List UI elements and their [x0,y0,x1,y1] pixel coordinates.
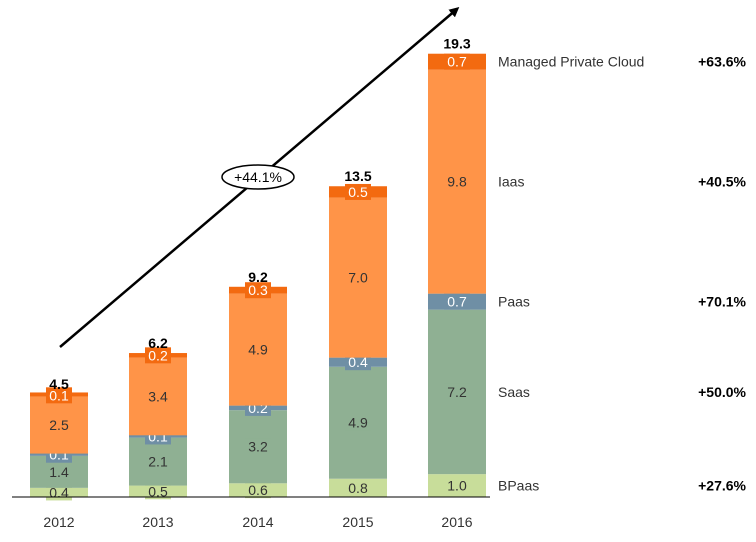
data-label-iaas-2016: 9.8 [447,174,467,190]
data-label-box-managed-private-cloud-2015 [345,183,371,200]
data-label-saas-2015: 4.9 [348,415,368,431]
growth-badge [221,164,295,190]
data-label-box-saas-2016 [444,383,470,400]
data-label-managed-private-cloud-2013: 0.2 [148,347,168,363]
total-label-2013: 6.2 [148,335,168,351]
data-label-bpaas-2013: 0.5 [148,483,168,499]
data-label-bpaas-2016: 1.0 [447,478,467,494]
data-label-saas-2013: 2.1 [148,454,168,470]
data-label-box-bpaas-2015 [345,479,371,496]
data-label-iaas-2015: 7.0 [348,270,368,286]
data-label-box-managed-private-cloud-2012 [46,387,72,404]
data-label-box-iaas-2013 [145,388,171,405]
x-tick-label-2015: 2015 [342,514,373,530]
legend: BPaas +27.6% Saas +50.0% Paas +70.1% Iaas +40.5… [498,54,747,494]
data-label-box-bpaas-2014 [245,482,271,499]
data-label-box-saas-2015 [345,414,371,431]
total-label-2015: 13.5 [344,168,371,184]
data-label-box-iaas-2015 [345,269,371,286]
data-label-paas-2015: 0.4 [348,354,368,370]
x-tick-label-2012: 2012 [43,514,74,530]
growth-rate-iaas: +40.5% [698,174,746,190]
data-label-iaas-2014: 4.9 [248,342,268,358]
data-label-paas-2016: 0.7 [447,294,467,310]
data-label-box-managed-private-cloud-2016 [444,53,470,70]
data-label-box-saas-2013 [145,453,171,470]
total-label-2012: 4.5 [49,376,69,392]
x-axis-ticks: 2012 2013 2014 2015 2016 [43,514,472,530]
data-label-saas-2016: 7.2 [447,384,467,400]
data-label-box-bpaas-2012 [46,484,72,501]
total-label-2014: 9.2 [248,269,268,285]
data-label-saas-2014: 3.2 [248,439,268,455]
data-label-box-bpaas-2013 [145,483,171,500]
x-tick-label-2014: 2014 [242,514,273,530]
data-label-iaas-2013: 3.4 [148,388,168,404]
growth-rate-managed-private-cloud: +63.6% [698,54,746,70]
growth-rate-paas: +70.1% [698,294,746,310]
data-label-box-iaas-2012 [46,417,72,434]
data-label-box-paas-2016 [444,293,470,310]
legend-label-iaas: Iaas [498,174,524,190]
legend-label-saas: Saas [498,384,530,400]
data-label-saas-2012: 1.4 [49,464,69,480]
data-label-bpaas-2015: 0.8 [348,480,368,496]
data-label-box-managed-private-cloud-2013 [145,347,171,364]
growth-badge-label: +44.1% [234,169,282,185]
data-label-bpaas-2014: 0.6 [248,482,268,498]
data-label-box-saas-2012 [46,463,72,480]
data-label-box-managed-private-cloud-2014 [245,282,271,299]
x-tick-label-2013: 2013 [142,514,173,530]
data-label-iaas-2012: 2.5 [49,417,69,433]
total-label-2016: 19.3 [443,36,470,52]
data-label-box-saas-2014 [245,438,271,455]
data-label-managed-private-cloud-2015: 0.5 [348,184,368,200]
x-tick-label-2016: 2016 [441,514,472,530]
bars-layer: 0.41.40.12.50.14.50.52.10.13.40.26.20.63… [30,36,486,501]
data-label-box-bpaas-2016 [444,477,470,494]
data-label-box-iaas-2016 [444,173,470,190]
data-label-box-iaas-2014 [245,341,271,358]
growth-rate-bpaas: +27.6% [698,478,746,494]
data-label-box-paas-2015 [345,354,371,371]
data-label-managed-private-cloud-2016: 0.7 [447,54,467,70]
growth-rate-saas: +50.0% [698,384,746,400]
legend-label-bpaas: BPaas [498,478,539,494]
data-label-managed-private-cloud-2012: 0.1 [49,387,69,403]
data-label-bpaas-2012: 0.4 [49,484,69,500]
data-label-managed-private-cloud-2014: 0.3 [248,282,268,298]
legend-label-paas: Paas [498,294,530,310]
legend-label-managed-private-cloud: Managed Private Cloud [498,54,644,70]
